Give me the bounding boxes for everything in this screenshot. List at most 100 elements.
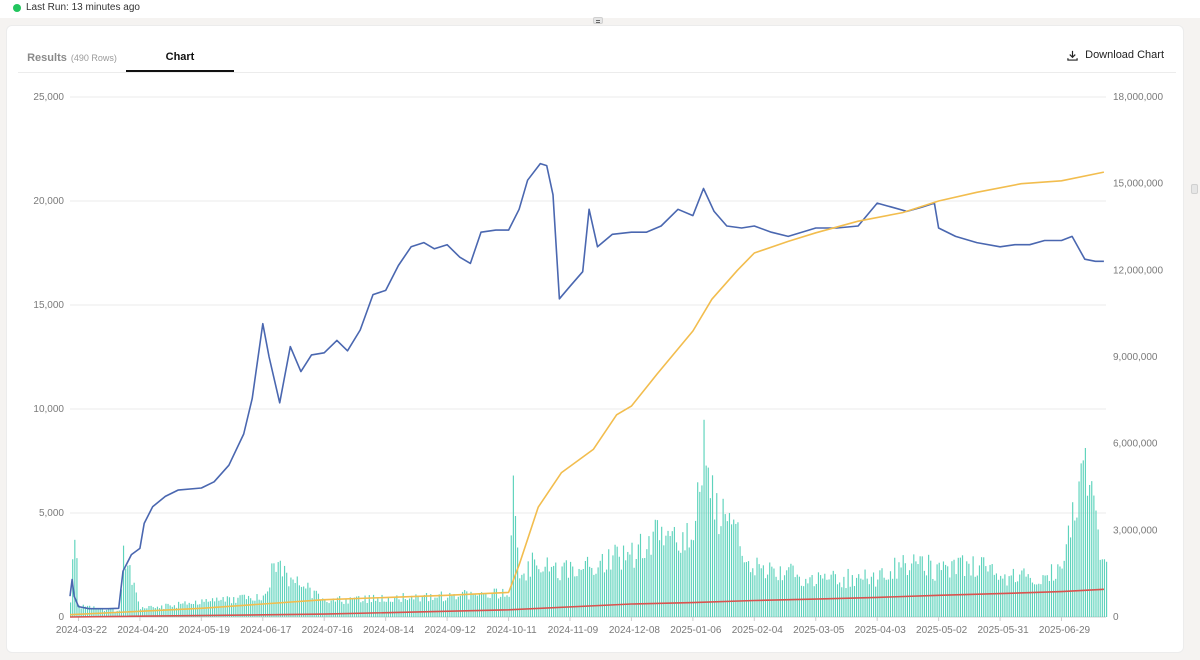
volume-bar xyxy=(673,526,675,617)
volume-bar xyxy=(536,565,538,617)
volume-bar xyxy=(434,597,436,617)
volume-bar xyxy=(468,599,470,617)
volume-bar xyxy=(1019,574,1021,617)
volume-bar xyxy=(964,576,966,617)
volume-bar xyxy=(459,595,461,617)
volume-bar xyxy=(218,600,220,617)
tab-chart[interactable]: Chart xyxy=(126,44,234,72)
volume-bar xyxy=(741,555,743,617)
x-tick-label: 2024-07-16 xyxy=(302,625,354,636)
volume-bar xyxy=(78,605,80,617)
volume-bar xyxy=(80,608,82,617)
volume-bar xyxy=(978,565,981,617)
volume-bar xyxy=(275,571,277,617)
volume-bar xyxy=(436,597,438,617)
volume-bar xyxy=(989,564,991,617)
volume-bar xyxy=(466,591,468,617)
x-tick-label: 2024-11-09 xyxy=(548,625,599,636)
volume-bar xyxy=(663,545,665,617)
volume-bar xyxy=(875,586,877,617)
volume-bar xyxy=(474,594,476,617)
volume-bar xyxy=(915,561,917,617)
tab-chart-label: Chart xyxy=(165,51,195,63)
volume-bar xyxy=(1091,481,1093,617)
volume-bar xyxy=(699,491,701,617)
volume-bar xyxy=(620,569,623,617)
volume-bar xyxy=(404,599,406,617)
volume-bar xyxy=(133,582,135,617)
volume-bar xyxy=(533,559,536,617)
volume-bar xyxy=(603,572,606,617)
volume-bar xyxy=(283,565,286,617)
volume-bar xyxy=(1000,575,1002,617)
volume-bar xyxy=(913,554,915,617)
volume-bar xyxy=(572,566,574,617)
volume-bar xyxy=(565,560,567,617)
volume-bar xyxy=(582,568,584,617)
download-chart-button[interactable]: Download Chart xyxy=(1067,49,1164,61)
volume-bar xyxy=(127,565,129,617)
volume-bar xyxy=(949,577,951,617)
volume-bar xyxy=(1076,517,1078,617)
volume-bar xyxy=(932,578,934,617)
volume-bar xyxy=(616,546,618,617)
volume-bar xyxy=(1099,559,1101,617)
download-icon xyxy=(1067,50,1078,61)
volume-bar xyxy=(908,570,911,617)
volume-bar xyxy=(408,598,411,617)
volume-bar xyxy=(790,563,792,617)
resize-handle-icon[interactable] xyxy=(1191,184,1198,194)
tab-results[interactable]: Results (490 Rows) xyxy=(18,44,126,72)
volume-bar xyxy=(750,572,752,617)
volume-bar xyxy=(762,565,764,617)
volume-bar xyxy=(175,607,178,617)
volume-bar xyxy=(455,599,457,617)
volume-bar xyxy=(796,574,798,617)
volume-bar xyxy=(330,600,332,617)
volume-bar xyxy=(777,580,779,617)
volume-bar xyxy=(1084,447,1086,617)
volume-bar xyxy=(807,583,809,617)
volume-bar xyxy=(1101,559,1103,617)
volume-bar xyxy=(684,550,686,617)
volume-bar xyxy=(800,585,803,617)
volume-bar xyxy=(273,563,275,617)
volume-bar xyxy=(599,560,601,617)
volume-bar xyxy=(258,599,260,617)
volume-bar xyxy=(743,562,745,617)
volume-bar xyxy=(951,561,953,617)
volume-bar xyxy=(502,588,504,617)
x-tick-label: 2024-08-14 xyxy=(363,625,415,636)
volume-bar xyxy=(567,577,570,617)
volume-bar xyxy=(290,577,292,617)
volume-bar xyxy=(483,594,485,617)
y-left-tick-label: 10,000 xyxy=(33,404,64,415)
volume-bar xyxy=(296,576,298,617)
volume-bar xyxy=(622,545,625,617)
volume-bar xyxy=(186,604,188,617)
x-tick-label: 2024-12-08 xyxy=(609,625,661,636)
volume-bar xyxy=(279,560,281,617)
volume-bar xyxy=(650,554,652,617)
volume-bar xyxy=(834,574,836,617)
volume-bar xyxy=(398,599,400,617)
volume-bar xyxy=(510,535,512,617)
volume-bar xyxy=(368,595,370,617)
volume-bar xyxy=(125,568,127,617)
volume-bar xyxy=(839,582,841,617)
volume-bar xyxy=(415,594,417,617)
volume-bar xyxy=(648,536,650,617)
volume-bar xyxy=(576,576,578,617)
volume-bar xyxy=(724,514,726,617)
volume-bar xyxy=(339,596,341,617)
volume-bar xyxy=(118,610,120,617)
volume-bar xyxy=(525,580,527,617)
volume-bar xyxy=(131,584,133,617)
volume-bar xyxy=(142,607,144,617)
volume-bar xyxy=(1010,575,1012,617)
drag-handle-icon[interactable] xyxy=(593,17,603,24)
volume-bar xyxy=(192,604,195,617)
volume-bar xyxy=(103,610,106,617)
volume-bar xyxy=(432,599,434,617)
volume-bar xyxy=(1057,564,1059,617)
